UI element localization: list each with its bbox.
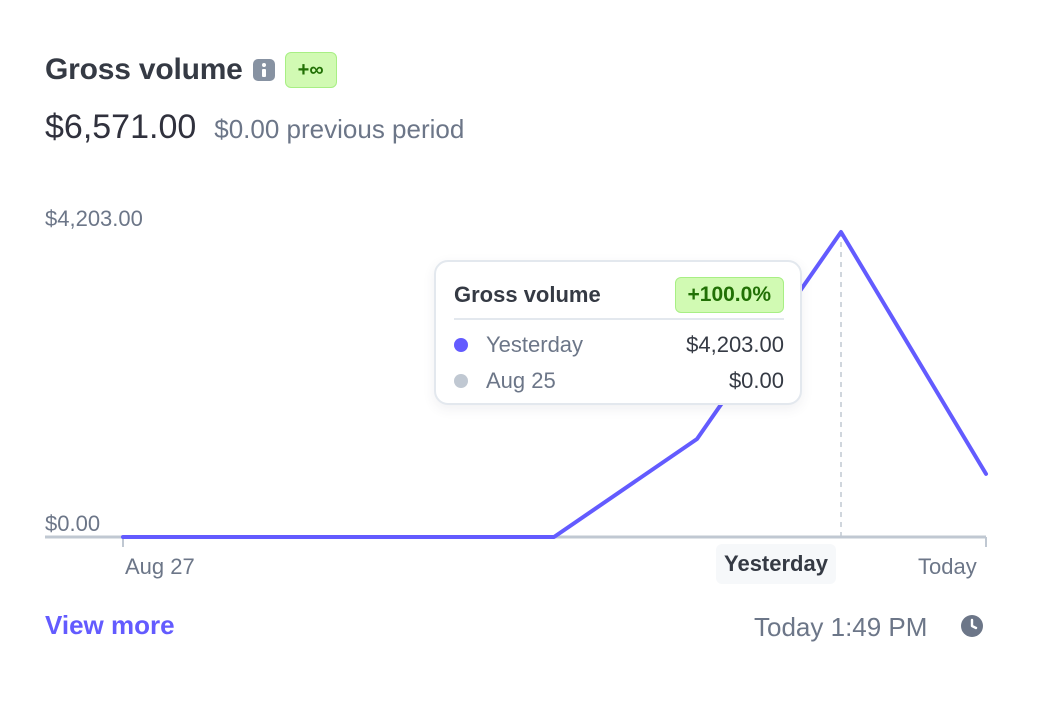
tooltip-row-value: $0.00 bbox=[728, 368, 784, 393]
widget-title: Gross volume bbox=[45, 53, 243, 86]
series-line-0 bbox=[121, 230, 988, 539]
previous-period: $0.00 previous period bbox=[214, 114, 465, 144]
tooltip-row: Yesterday $4,203.00 bbox=[454, 330, 784, 360]
clock-icon bbox=[961, 615, 983, 637]
tooltip-row-label: Aug 25 bbox=[486, 368, 556, 393]
x-tick-label-end: Today bbox=[918, 554, 977, 579]
series-dot-current bbox=[454, 338, 468, 352]
x-tick-label-start: Aug 27 bbox=[125, 554, 195, 579]
tooltip-row-label: Yesterday bbox=[486, 332, 584, 357]
amount-row: $6,571.00 $0.00 previous period bbox=[45, 108, 464, 147]
y-tick-label-min: $0.00 bbox=[45, 511, 101, 536]
series-dot-previous bbox=[454, 374, 468, 388]
tooltip-row: Aug 25 $0.00 bbox=[454, 366, 784, 396]
change-badge: +∞ bbox=[284, 52, 337, 88]
x-tick-label-highlight: Yesterday bbox=[716, 544, 836, 584]
view-more-link[interactable]: View more bbox=[45, 610, 175, 640]
tooltip-header: Gross volume +100.0% bbox=[454, 272, 784, 320]
header: Gross volume +∞ bbox=[45, 52, 337, 88]
y-tick-label-max: $4,203.00 bbox=[45, 206, 143, 231]
chart-tooltip: Gross volume +100.0% Yesterday $4,203.00… bbox=[434, 260, 802, 405]
tooltip-row-value: $4,203.00 bbox=[686, 332, 784, 357]
tooltip-change-badge: +100.0% bbox=[674, 277, 784, 313]
last-updated-timestamp: Today 1:49 PM bbox=[754, 612, 928, 642]
info-icon[interactable] bbox=[252, 59, 275, 81]
total-amount: $6,571.00 bbox=[45, 108, 197, 146]
tooltip-title: Gross volume bbox=[454, 282, 601, 307]
